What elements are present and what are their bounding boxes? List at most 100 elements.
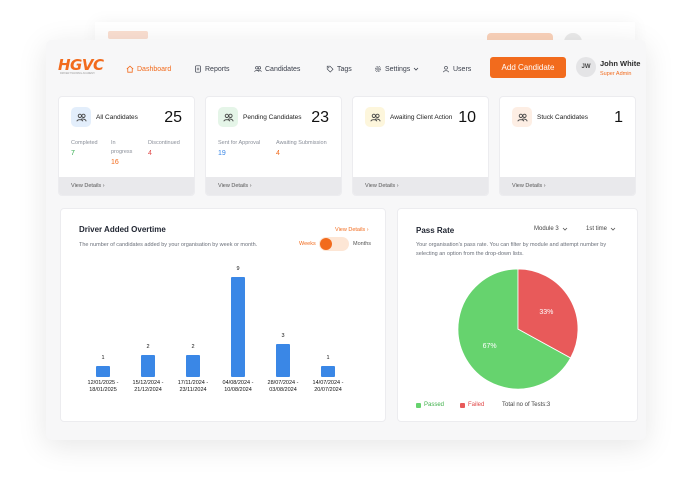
legend-swatch xyxy=(416,402,421,408)
chevron-down-icon xyxy=(610,227,616,231)
pie-slice-failed[interactable] xyxy=(517,268,579,359)
chevron-right-icon: › xyxy=(249,183,252,189)
card-pending-candidates: Pending Candidates 23 Sent for Approval … xyxy=(205,96,342,196)
chevron-right-icon: › xyxy=(102,183,105,189)
driver-added-panel: Driver Added Overtime View Details › The… xyxy=(60,208,386,422)
stat-value: 16 xyxy=(111,159,119,166)
card-icon-box xyxy=(218,107,238,127)
hgvc-logo[interactable]: HGVC DRIVER TRAINING ACADEMY xyxy=(58,56,104,76)
card-awaiting-client-action: Awaiting Client Action 10 View Details › xyxy=(352,96,489,196)
logo-tagline: DRIVER TRAINING ACADEMY xyxy=(60,72,95,75)
nav-reports[interactable]: Reports xyxy=(194,63,230,75)
card-count: 10 xyxy=(458,109,476,126)
nav-users[interactable]: Users xyxy=(442,63,471,75)
toggle-knob xyxy=(320,238,332,250)
add-candidate-button[interactable]: Add Candidate xyxy=(490,57,566,78)
bar-category-label: 17/11/2024 - 23/11/2024 xyxy=(177,380,209,393)
bar-value-label: 9 xyxy=(236,266,240,272)
module-select-value: Module 3 xyxy=(534,226,559,232)
user-icon xyxy=(443,65,449,73)
card-icon-box xyxy=(71,107,91,127)
pie-slice-passed[interactable] xyxy=(457,268,572,390)
background-logo xyxy=(108,31,148,39)
view-details-link[interactable]: View Details › xyxy=(500,177,635,195)
attempt-select[interactable]: 1st time xyxy=(586,226,616,232)
people-icon xyxy=(369,113,381,122)
nav-settings-label: Settings xyxy=(385,65,411,73)
legend-failed: Failed xyxy=(460,402,484,408)
stat-value: 4 xyxy=(276,150,280,157)
view-details-link[interactable]: View Details › xyxy=(353,177,488,195)
toggle-weeks-label[interactable]: Weeks xyxy=(299,241,316,247)
weeks-months-toggle[interactable] xyxy=(319,237,349,251)
view-details-label: View Details xyxy=(512,183,543,189)
view-details-link[interactable]: View Details › xyxy=(335,227,369,233)
card-stuck-candidates: Stuck Candidates 1 View Details › xyxy=(499,96,636,196)
chevron-right-icon: › xyxy=(543,183,546,189)
avatar[interactable]: JW xyxy=(576,57,596,77)
pass-rate-pie-chart: 67% 33% xyxy=(457,268,579,390)
view-details-link[interactable]: View Details › xyxy=(206,177,341,195)
chart-bar[interactable] xyxy=(231,277,245,377)
view-details-label: View Details xyxy=(71,183,102,189)
top-navigation: HGVC DRIVER TRAINING ACADEMY Dashboard R… xyxy=(46,40,646,88)
bar-value-label: 2 xyxy=(191,343,195,350)
card-count: 23 xyxy=(311,109,329,126)
view-details-label: View Details xyxy=(218,183,249,189)
legend-label: Passed xyxy=(424,402,445,408)
nav-tags[interactable]: Tags xyxy=(326,63,352,75)
card-all-candidates: All Candidates 25 Completed 7 In progres… xyxy=(58,96,195,196)
user-role: Super Admin xyxy=(600,71,632,77)
view-details-link[interactable]: View Details › xyxy=(59,177,194,195)
card-count: 1 xyxy=(614,109,623,126)
module-select[interactable]: Module 3 xyxy=(534,226,568,232)
people-icon xyxy=(254,66,262,72)
tag-icon xyxy=(326,65,334,73)
nav-candidates-label: Candidates xyxy=(265,65,301,73)
nav-tags-label: Tags xyxy=(337,65,352,73)
pie-value-label: 67% xyxy=(483,343,497,350)
chevron-down-icon xyxy=(414,67,419,71)
stat-label: In progress xyxy=(111,140,133,155)
chart-bar[interactable] xyxy=(96,365,110,377)
chart-bar[interactable] xyxy=(321,365,335,377)
toggle-months-label[interactable]: Months xyxy=(353,241,372,247)
stat-value: 7 xyxy=(71,150,75,157)
bar-value-label: 1 xyxy=(101,354,105,361)
card-title: Stuck Candidates xyxy=(537,114,588,121)
chevron-right-icon: › xyxy=(396,183,399,189)
nav-reports-label: Reports xyxy=(205,65,230,73)
nav-dashboard-label: Dashboard xyxy=(137,65,172,73)
view-details-label: View Details xyxy=(335,227,366,233)
legend-label: Failed xyxy=(468,402,485,408)
people-icon xyxy=(516,113,528,122)
logo-text: HGVC xyxy=(58,56,104,74)
bar-category-label: 12/01/2025 - 18/01/2025 xyxy=(87,380,119,393)
bar-value-label: 1 xyxy=(326,354,330,361)
user-name[interactable]: John White xyxy=(600,59,641,68)
nav-candidates[interactable]: Candidates xyxy=(254,63,300,75)
nav-settings[interactable]: Settings xyxy=(374,63,419,75)
attempt-select-value: 1st time xyxy=(586,226,608,232)
view-details-label: View Details xyxy=(365,183,396,189)
stat-value: 4 xyxy=(148,150,152,157)
dashboard-window: HGVC DRIVER TRAINING ACADEMY Dashboard R… xyxy=(46,40,646,440)
stat-label: Awaiting Submission xyxy=(276,140,327,146)
stat-label: Completed xyxy=(71,140,98,146)
total-tests: Total no of Tests:3 xyxy=(502,402,551,408)
panel-title: Pass Rate xyxy=(416,226,455,235)
gear-icon xyxy=(374,65,382,73)
panel-description: Your organisation's pass rate. You can f… xyxy=(416,242,607,257)
panel-title: Driver Added Overtime xyxy=(79,225,166,234)
bar-category-label: 04/08/2024 - 10/08/2024 xyxy=(222,380,254,393)
card-title: Awaiting Client Action xyxy=(390,114,453,121)
stat-label: Sent for Approval xyxy=(218,140,261,146)
pass-rate-panel: Pass Rate Module 3 1st time Your organis… xyxy=(397,208,638,422)
home-icon xyxy=(126,65,134,73)
people-icon xyxy=(222,113,234,122)
chart-bar[interactable] xyxy=(141,354,155,377)
nav-dashboard[interactable]: Dashboard xyxy=(126,63,171,75)
people-icon xyxy=(75,113,87,122)
chart-bar[interactable] xyxy=(186,354,200,377)
chart-bar[interactable] xyxy=(276,343,290,377)
